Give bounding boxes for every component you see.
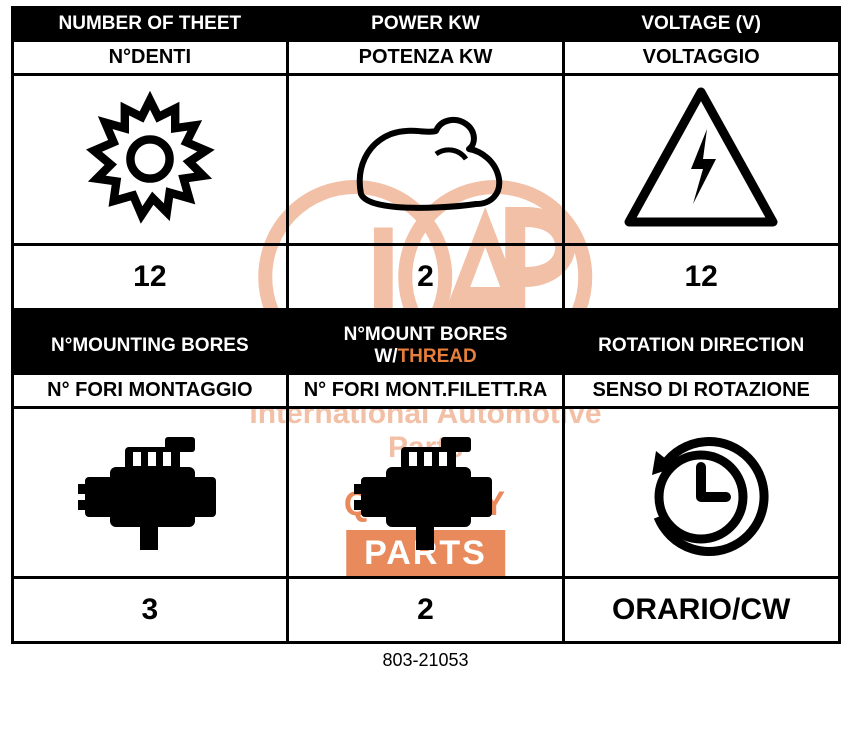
col-voltage: VOLTAGE (V) VOLTAGGIO 12 [562,9,838,308]
col-mount-bores-thread: N°MOUNT BORES W/THREAD N° FORI MONT.FILE… [286,320,562,641]
header-line2b: THREAD [398,346,477,367]
header-it: SENSO DI ROTAZIONE [565,372,838,409]
header-en: ROTATION DIRECTION [565,320,838,372]
value: 12 [14,246,287,308]
header-it: VOLTAGGIO [565,39,838,76]
header-line2a: W/ [374,346,397,367]
value: 3 [14,579,287,641]
header-it: N° FORI MONT.FILETT.RA [289,372,562,409]
value: 2 [289,579,562,641]
header-it: N° FORI MONTAGGIO [14,372,287,409]
part-number: 803-21053 [0,644,851,671]
voltage-icon [565,76,838,246]
col-power: POWER KW POTENZA KW 2 [286,9,562,308]
header-en: VOLTAGE (V) [565,9,838,39]
starter-icon [14,409,287,579]
value: ORARIO/CW [565,579,838,641]
col-rotation: ROTATION DIRECTION SENSO DI ROTAZIONE OR… [562,320,838,641]
section-separator [14,308,838,320]
col-mounting-bores: N°MOUNTING BORES N° FORI MONTAGGIO [14,320,287,641]
header-en: N°MOUNTING BORES [14,320,287,372]
header-it: POTENZA KW [289,39,562,76]
clockwise-icon [565,409,838,579]
spec-table: NUMBER OF THEET N°DENTI 12 POWER KW POTE… [11,6,841,644]
starter-icon [289,409,562,579]
value: 2 [289,246,562,308]
col-teeth: NUMBER OF THEET N°DENTI 12 [14,9,287,308]
header-line1: N°MOUNT BORES [344,324,508,345]
value: 12 [565,246,838,308]
header-en: POWER KW [289,9,562,39]
muscle-icon [289,76,562,246]
header-en: NUMBER OF THEET [14,9,287,39]
gear-icon [14,76,287,246]
header-it: N°DENTI [14,39,287,76]
header-en: N°MOUNT BORES W/THREAD [289,320,562,372]
